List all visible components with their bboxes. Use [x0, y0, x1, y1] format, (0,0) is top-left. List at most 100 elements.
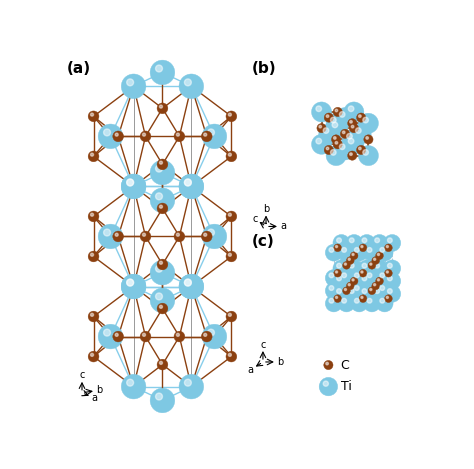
- Circle shape: [157, 103, 168, 113]
- Circle shape: [370, 263, 372, 265]
- Circle shape: [226, 151, 237, 162]
- Circle shape: [387, 276, 392, 281]
- Circle shape: [316, 138, 321, 144]
- Circle shape: [351, 295, 368, 312]
- Circle shape: [184, 79, 191, 86]
- Circle shape: [184, 279, 191, 286]
- Circle shape: [380, 298, 384, 303]
- Circle shape: [184, 379, 191, 386]
- Text: a: a: [280, 221, 286, 231]
- Circle shape: [113, 131, 124, 142]
- Circle shape: [115, 333, 118, 336]
- Circle shape: [349, 263, 354, 268]
- Circle shape: [121, 174, 146, 199]
- Circle shape: [121, 174, 146, 199]
- Circle shape: [104, 129, 110, 136]
- Circle shape: [363, 117, 368, 123]
- Circle shape: [337, 289, 341, 294]
- Text: a: a: [248, 365, 254, 375]
- Circle shape: [317, 123, 326, 133]
- Circle shape: [325, 270, 342, 287]
- Circle shape: [358, 272, 375, 289]
- Circle shape: [311, 134, 331, 154]
- Circle shape: [331, 135, 341, 144]
- Circle shape: [346, 260, 363, 277]
- Circle shape: [386, 245, 388, 248]
- Circle shape: [344, 263, 346, 265]
- Circle shape: [387, 238, 392, 242]
- Circle shape: [226, 211, 237, 222]
- Circle shape: [376, 282, 393, 299]
- Circle shape: [350, 277, 358, 285]
- Circle shape: [359, 269, 367, 277]
- Circle shape: [339, 112, 345, 117]
- Circle shape: [348, 138, 354, 144]
- Text: b: b: [263, 204, 269, 214]
- Circle shape: [334, 269, 341, 277]
- Circle shape: [342, 273, 346, 278]
- Text: (b): (b): [251, 61, 276, 76]
- Circle shape: [367, 298, 372, 303]
- Circle shape: [155, 65, 163, 72]
- Circle shape: [372, 257, 380, 265]
- Circle shape: [333, 107, 342, 117]
- Circle shape: [179, 374, 204, 399]
- Circle shape: [346, 285, 363, 302]
- Circle shape: [204, 233, 207, 236]
- Circle shape: [226, 311, 237, 322]
- Circle shape: [343, 287, 350, 295]
- Circle shape: [361, 245, 363, 248]
- Circle shape: [150, 60, 175, 85]
- Circle shape: [362, 263, 367, 268]
- Circle shape: [351, 125, 354, 128]
- Circle shape: [355, 273, 359, 278]
- Circle shape: [384, 234, 401, 251]
- Circle shape: [179, 74, 204, 98]
- Circle shape: [104, 229, 110, 236]
- Circle shape: [143, 233, 146, 236]
- Text: c: c: [252, 214, 257, 224]
- Circle shape: [337, 263, 341, 268]
- Circle shape: [316, 106, 321, 112]
- Circle shape: [228, 353, 231, 356]
- Circle shape: [91, 253, 93, 256]
- Circle shape: [376, 244, 393, 261]
- Circle shape: [348, 106, 354, 112]
- Circle shape: [91, 353, 93, 356]
- Circle shape: [184, 179, 191, 186]
- Circle shape: [355, 248, 359, 252]
- Circle shape: [174, 131, 185, 142]
- Circle shape: [344, 102, 364, 122]
- Circle shape: [208, 229, 214, 236]
- Circle shape: [346, 134, 352, 139]
- Circle shape: [338, 244, 355, 261]
- Circle shape: [336, 245, 337, 248]
- Circle shape: [352, 253, 354, 256]
- Circle shape: [384, 269, 392, 277]
- Text: (c): (c): [251, 234, 274, 249]
- Circle shape: [127, 79, 134, 86]
- Circle shape: [368, 287, 376, 295]
- Circle shape: [336, 296, 337, 298]
- Circle shape: [140, 131, 151, 142]
- Circle shape: [358, 145, 378, 166]
- Circle shape: [157, 259, 168, 270]
- Circle shape: [157, 159, 168, 170]
- Circle shape: [325, 282, 342, 299]
- Circle shape: [358, 115, 361, 117]
- Circle shape: [333, 234, 350, 251]
- Circle shape: [326, 115, 329, 117]
- Circle shape: [330, 117, 336, 123]
- Circle shape: [376, 252, 383, 259]
- Circle shape: [201, 131, 212, 142]
- Circle shape: [174, 331, 185, 342]
- Circle shape: [375, 238, 380, 242]
- Text: b: b: [96, 385, 102, 395]
- Circle shape: [325, 244, 342, 261]
- Circle shape: [121, 274, 146, 299]
- Circle shape: [347, 119, 357, 128]
- Circle shape: [361, 271, 363, 273]
- Circle shape: [226, 111, 237, 122]
- Circle shape: [361, 296, 363, 298]
- Circle shape: [376, 277, 383, 285]
